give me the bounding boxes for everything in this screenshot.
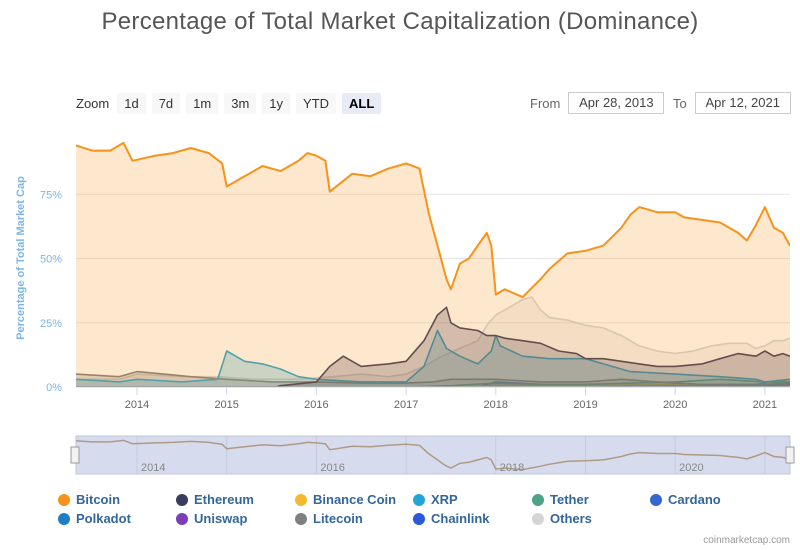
zoom-button-all[interactable]: ALL (342, 92, 382, 114)
legend-dot (650, 493, 662, 506)
to-date-input[interactable]: Apr 12, 2021 (694, 92, 791, 114)
series-line-xrp[interactable] (76, 329, 790, 383)
zoom-button-7d[interactable]: 7d (151, 92, 181, 114)
x-tick-label: 2021 (753, 399, 777, 411)
series-areas (76, 141, 790, 387)
legend-label: Litecoin (313, 511, 363, 526)
series-area-others (76, 297, 790, 387)
legend-dot (176, 512, 188, 525)
zoom-button-1y[interactable]: 1y (262, 92, 291, 114)
date-range-from: From Apr 28, 2013 (530, 92, 665, 114)
legend-label: Chainlink (431, 511, 490, 526)
legend-item-binance-coin[interactable]: Binance Coin (295, 492, 396, 507)
series-area-ethereum (76, 307, 790, 387)
legend-label: Cardano (668, 492, 721, 507)
credit-text: coinmarketcap.com (703, 535, 790, 546)
zoom-button-3m[interactable]: 3m (224, 92, 257, 114)
legend-label: Ethereum (194, 492, 254, 507)
y-axis: 0% 25% 50% 75% (40, 189, 62, 394)
zoom-button-1m[interactable]: 1m (186, 92, 219, 114)
series-line-litecoin[interactable] (76, 370, 790, 386)
legend-dot (295, 512, 307, 525)
legend-dot (58, 493, 70, 506)
legend-label: Binance Coin (313, 492, 397, 507)
legend-dot (532, 493, 544, 506)
y-tick-label: 0% (46, 382, 62, 394)
legend-item-polkadot[interactable]: Polkadot (58, 511, 131, 526)
zoom-bar: Zoom 1d 7d 1m 3m 1y YTD ALL (76, 92, 387, 114)
legend-dot (413, 512, 425, 525)
navigator-tick-label: 2020 (679, 462, 703, 474)
x-tick-label: 2020 (663, 399, 687, 411)
legend-label: XRP (431, 492, 458, 507)
series-area-tether (76, 379, 790, 387)
legend-label: Bitcoin (76, 492, 121, 507)
series-line-tether[interactable] (76, 378, 790, 387)
legend-item-uniswap[interactable]: Uniswap (176, 511, 247, 526)
navigator-series-line (75, 439, 791, 471)
legend-label: Others (550, 511, 592, 526)
navigator[interactable]: 2014 2016 2018 2020 (70, 435, 795, 475)
navigator-right-handle[interactable] (785, 446, 795, 464)
x-axis: 2014 2015 2016 2017 2018 2019 2020 2021 (76, 386, 790, 411)
legend-item-others[interactable]: Others (532, 511, 592, 526)
legend-dot (58, 512, 70, 525)
x-tick-label: 2019 (573, 399, 597, 411)
x-tick-label: 2017 (394, 399, 418, 411)
series-area-litecoin (76, 371, 790, 387)
series-line-bitcoin[interactable] (76, 141, 790, 299)
legend-label: Tether (550, 492, 589, 507)
zoom-button-ytd[interactable]: YTD (296, 92, 337, 114)
y-axis-label: Percentage of Total Market Cap (15, 176, 27, 340)
legend-label: Uniswap (194, 511, 248, 526)
legend-dot (295, 493, 307, 506)
x-tick-label: 2014 (125, 399, 149, 411)
dominance-chart[interactable]: 0% 25% 50% 75% 2014 2015 2016 2017 2018 2019 2020… (0, 0, 800, 480)
to-label: To (673, 95, 687, 111)
series-area-xrp (76, 330, 790, 387)
series-area-binance-coin (76, 379, 790, 387)
legend-item-bitcoin[interactable]: Bitcoin (58, 492, 120, 507)
legend-item-chainlink[interactable]: Chainlink (413, 511, 490, 526)
zoom-button-1d[interactable]: 1d (117, 92, 146, 114)
y-tick-label: 50% (40, 254, 62, 266)
series-line-ethereum[interactable] (76, 306, 790, 387)
legend-dot (176, 493, 188, 506)
navigator-tick-label: 2018 (500, 462, 524, 474)
navigator-tick-label: 2016 (320, 462, 344, 474)
date-range-to: To Apr 12, 2021 (673, 92, 791, 114)
navigator-left-handle[interactable] (70, 446, 80, 464)
legend-dot (532, 512, 544, 525)
from-label: From (530, 95, 561, 111)
navigator-labels: 2014 2016 2018 2020 (141, 462, 704, 474)
legend-item-litecoin[interactable]: Litecoin (295, 511, 363, 526)
legend-item-tether[interactable]: Tether (532, 492, 589, 507)
chart-title: Percentage of Total Market Capitalizatio… (101, 8, 699, 35)
legend-item-ethereum[interactable]: Ethereum (176, 492, 254, 507)
navigator-tick-label: 2014 (141, 462, 165, 474)
legend-item-cardano[interactable]: Cardano (650, 492, 721, 507)
series-area-bitcoin (76, 142, 790, 387)
y-tick-label: 25% (40, 318, 62, 330)
x-tick-label: 2016 (304, 399, 328, 411)
legend-label: Polkadot (76, 511, 131, 526)
legend-dot (413, 493, 425, 506)
x-tick-label: 2015 (214, 399, 238, 411)
zoom-label: Zoom (76, 95, 110, 111)
from-date-input[interactable]: Apr 28, 2013 (568, 92, 665, 114)
y-tick-label: 75% (40, 189, 62, 201)
x-tick-label: 2018 (484, 399, 508, 411)
legend-item-xrp[interactable]: XRP (413, 492, 458, 507)
